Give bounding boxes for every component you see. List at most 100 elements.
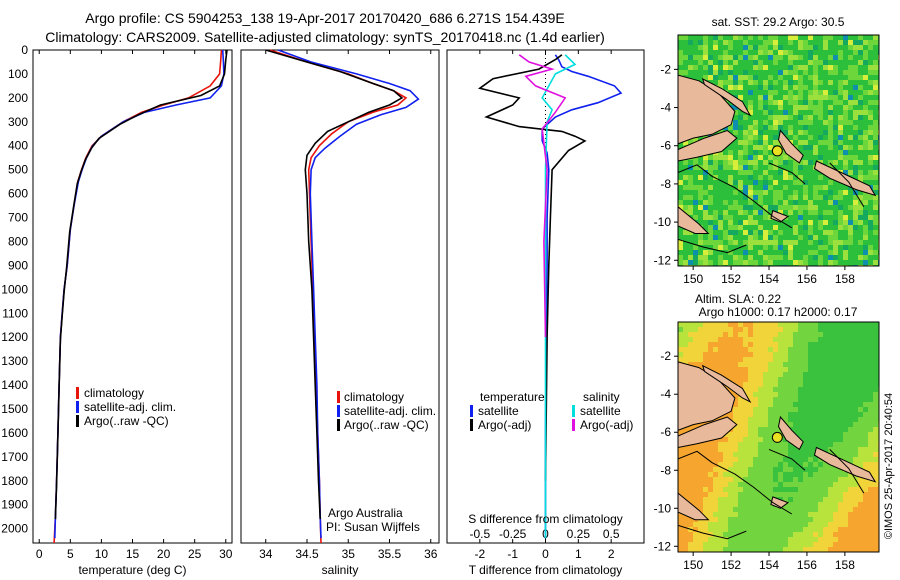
map-cell <box>743 215 748 220</box>
map-cell <box>698 357 703 362</box>
map-cell <box>738 477 743 482</box>
map-cell <box>758 437 763 442</box>
map-cell <box>798 502 803 507</box>
map-cell <box>873 487 878 492</box>
map-cell <box>808 447 813 452</box>
map-cell <box>823 50 828 55</box>
map-cell <box>733 120 738 125</box>
map-cell <box>788 527 793 532</box>
map-cell <box>793 547 798 552</box>
map-cell <box>818 432 823 437</box>
map-cell <box>808 382 813 387</box>
map-cell <box>853 412 858 417</box>
map-cell <box>823 432 828 437</box>
map-cell <box>698 492 703 497</box>
map-cell <box>728 150 733 155</box>
map-cell <box>843 547 848 552</box>
map-cell <box>873 45 878 50</box>
map-cell <box>858 160 863 165</box>
map-cell <box>683 532 688 537</box>
map-cell <box>763 352 768 357</box>
map-cell <box>788 40 793 45</box>
map-cell <box>828 532 833 537</box>
figure-title-line2: Climatology: CARS2009. Satellite-adjuste… <box>45 29 605 45</box>
map-cell <box>783 332 788 337</box>
map-cell <box>743 387 748 392</box>
map-cell <box>848 522 853 527</box>
map-cell <box>783 492 788 497</box>
map-cell <box>803 105 808 110</box>
map-cell <box>708 342 713 347</box>
map-cell <box>743 442 748 447</box>
map-cell <box>753 327 758 332</box>
map-cell <box>823 245 828 250</box>
map-cell <box>788 245 793 250</box>
map-cell <box>833 65 838 70</box>
map-cell <box>833 240 838 245</box>
map-cell <box>758 105 763 110</box>
map-cell <box>708 170 713 175</box>
map-cell <box>868 387 873 392</box>
map-cell <box>858 260 863 265</box>
map-cell <box>753 422 758 427</box>
map-cell <box>813 392 818 397</box>
map-cell <box>833 412 838 417</box>
map-cell <box>738 170 743 175</box>
map-cell <box>813 40 818 45</box>
map-cell <box>723 512 728 517</box>
map-cell <box>693 165 698 170</box>
map-cell <box>818 190 823 195</box>
map-cell <box>743 402 748 407</box>
y-tick-label: -12 <box>654 253 672 267</box>
map-cell <box>743 40 748 45</box>
depth-tick-label: 0 <box>21 43 28 57</box>
map-cell <box>693 492 698 497</box>
map-cell <box>718 200 723 205</box>
map-cell <box>738 215 743 220</box>
depth-tick-label: 1500 <box>1 402 28 416</box>
map-cell <box>818 225 823 230</box>
map-cell <box>833 75 838 80</box>
map-cell <box>753 195 758 200</box>
map-cell <box>713 442 718 447</box>
map-cell <box>853 115 858 120</box>
x-tick-label: 152 <box>721 272 741 286</box>
map-cell <box>848 85 853 90</box>
map-cell <box>748 332 753 337</box>
map-cell <box>863 447 868 452</box>
map-cell <box>798 240 803 245</box>
map-cell <box>778 467 783 472</box>
map-cell <box>793 130 798 135</box>
map-cell <box>708 45 713 50</box>
map-cell <box>793 160 798 165</box>
map-cell <box>748 90 753 95</box>
map-cell <box>848 442 853 447</box>
map-cell <box>698 190 703 195</box>
map-cell <box>868 322 873 327</box>
map-cell <box>688 322 693 327</box>
map-cell <box>868 165 873 170</box>
map-cell <box>728 250 733 255</box>
map-cell <box>813 477 818 482</box>
map-cell <box>793 110 798 115</box>
map-cell <box>833 235 838 240</box>
map-cell <box>838 347 843 352</box>
map-cell <box>813 322 818 327</box>
map-cell <box>768 55 773 60</box>
depth-tick-label: 1700 <box>1 450 28 464</box>
map-cell <box>783 467 788 472</box>
y-tick-label: -2 <box>660 349 671 363</box>
map-cell <box>748 155 753 160</box>
depth-tick-label: 1400 <box>1 378 28 392</box>
map-cell <box>818 517 823 522</box>
map-cell <box>848 527 853 532</box>
map-cell <box>858 250 863 255</box>
map-cell <box>678 35 683 40</box>
map-cell <box>748 35 753 40</box>
map-cell <box>828 512 833 517</box>
map-cell <box>833 487 838 492</box>
map-cell <box>713 542 718 547</box>
map-cell <box>748 352 753 357</box>
map-cell <box>798 512 803 517</box>
